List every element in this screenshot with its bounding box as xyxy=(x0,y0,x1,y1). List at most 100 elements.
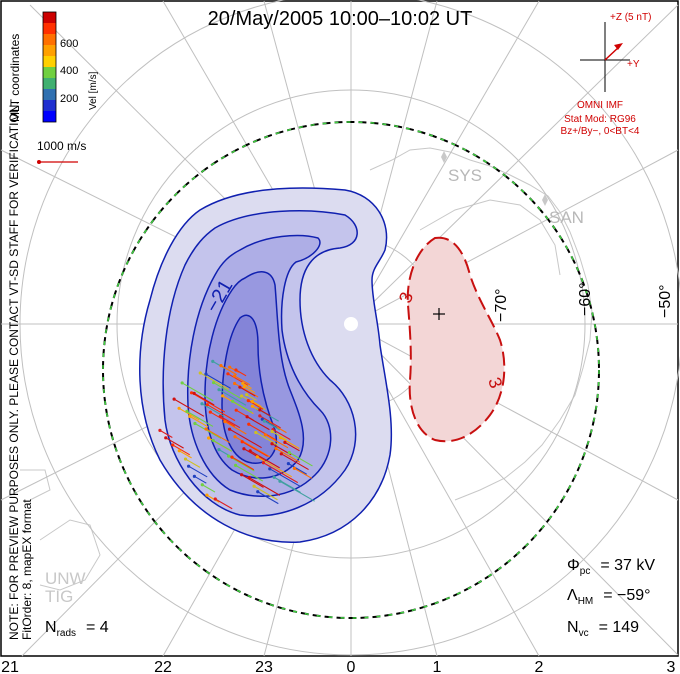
velocity-vector-origin xyxy=(217,447,221,452)
velocity-vector-origin xyxy=(255,455,259,459)
velocity-vector xyxy=(257,456,293,478)
velocity-vector-origin xyxy=(180,381,184,385)
velocity-vector xyxy=(249,450,280,469)
velocity-vector-origin xyxy=(283,440,287,444)
velocity-vector xyxy=(235,369,247,377)
negative-cell xyxy=(139,187,393,543)
velocity-vector xyxy=(271,431,288,441)
velocity-vector xyxy=(232,400,253,413)
velocity-vector xyxy=(206,494,220,503)
velocity-vector-origin xyxy=(208,410,212,414)
velocity-vector xyxy=(241,441,269,457)
preview-note: NOTE: FOR PREVIEW PURPOSES ONLY. PLEASE … xyxy=(7,101,21,640)
stat-n-rads: Nrads = 4 xyxy=(45,619,109,639)
velocity-vector-origin xyxy=(158,428,162,432)
velocity-vector-origin xyxy=(242,447,246,451)
velocity-vector xyxy=(210,411,236,427)
velocity-vector-origin xyxy=(200,402,204,406)
colorbar-tick-400: 400 xyxy=(60,65,78,77)
vector-scale-dot xyxy=(37,160,41,164)
velocity-vector-origin xyxy=(261,461,266,465)
imf-clock xyxy=(580,22,630,92)
imf-stat-mod: Stat Mod: RG96 xyxy=(564,114,636,125)
mlt-label-23: 23 xyxy=(255,659,273,674)
velocity-vector-origin xyxy=(240,473,244,477)
velocity-vector xyxy=(280,437,300,449)
velocity-vector xyxy=(248,477,281,496)
velocity-vector-origin xyxy=(241,381,245,386)
velocity-vector-origin xyxy=(260,417,264,421)
velocity-vector-origin xyxy=(219,363,223,368)
imf-y-axis: +Y xyxy=(627,59,640,70)
velocity-vector xyxy=(202,484,216,493)
velocity-vector xyxy=(212,439,233,452)
velocity-vector xyxy=(269,468,301,488)
velocity-vector-origin xyxy=(287,450,291,455)
velocity-vector xyxy=(173,398,205,417)
velocity-vector-origin xyxy=(192,391,196,396)
velocity-vector-origin xyxy=(234,368,238,372)
velocity-vector-origin xyxy=(185,409,189,414)
velocity-vector xyxy=(281,453,309,471)
velocity-vector xyxy=(228,455,255,472)
velocity-vector-origin xyxy=(183,457,188,461)
imf-scale: +Z (5 nT) xyxy=(610,12,651,23)
velocity-vector xyxy=(265,434,289,449)
velocity-vector xyxy=(159,429,173,438)
velocity-vector xyxy=(193,392,215,406)
velocity-vector-origin xyxy=(218,414,222,418)
lat-label-60: −60° xyxy=(577,282,594,316)
plot-frame xyxy=(0,0,679,657)
velocity-vector-origin xyxy=(233,381,237,386)
velocity-vector xyxy=(205,373,231,389)
svg-text:Φpc= 37 kV: Φpc = 37 kV xyxy=(567,557,655,577)
hmb-boundary-overlay xyxy=(102,121,600,619)
velocity-vector xyxy=(172,444,191,456)
velocity-vector-origin xyxy=(258,414,262,418)
velocity-vector-origin xyxy=(217,388,221,392)
velocity-vector-origin xyxy=(211,438,215,443)
velocity-vector-origin xyxy=(204,372,208,376)
velocity-vector xyxy=(234,382,259,398)
velocity-vector-origin xyxy=(278,479,282,483)
velocity-vector-origin xyxy=(227,427,232,431)
velocity-vector-origin xyxy=(230,455,234,459)
velocity-vector xyxy=(186,410,214,427)
station-unw: UNW xyxy=(45,569,86,588)
velocity-vector xyxy=(241,395,266,411)
velocity-vector-origin xyxy=(207,436,211,440)
velocity-vector xyxy=(253,485,278,501)
velocity-vector-origin xyxy=(211,381,216,385)
velocity-vector-origin xyxy=(234,463,238,467)
station-sys: SYS xyxy=(448,166,482,185)
velocity-vector xyxy=(194,475,207,484)
velocity-vector-origin xyxy=(252,484,256,488)
velocity-vector xyxy=(248,423,277,441)
velocity-vector xyxy=(234,436,271,458)
velocity-vector-origin xyxy=(233,435,237,439)
station-tig: TIG xyxy=(45,587,73,606)
velocity-vector-origin xyxy=(245,415,249,419)
plot-title: 20/May/2005 10:00–10:02 UT xyxy=(208,8,473,30)
velocity-vector-origin xyxy=(198,371,202,375)
vector-scale-label: 1000 m/s xyxy=(37,139,86,153)
velocity-vector xyxy=(284,441,300,452)
imf-condition: Bz+/By−, 0<BT<4 xyxy=(561,126,640,137)
velocity-vector-origin xyxy=(177,406,181,410)
colorbar-tick-600: 600 xyxy=(60,38,78,50)
velocity-vector-origin xyxy=(228,365,232,369)
lat-label-50: −50° xyxy=(657,284,674,318)
velocity-vector-origin xyxy=(232,374,237,378)
velocity-vector xyxy=(178,407,200,421)
velocity-vector xyxy=(194,422,222,439)
velocity-vector-origin xyxy=(254,430,258,435)
velocity-vector-origin xyxy=(164,436,168,440)
velocity-vector-origin xyxy=(248,449,252,453)
velocity-vector-origin xyxy=(234,408,238,412)
velocity-vector-origin xyxy=(205,493,209,497)
velocity-vector-origin xyxy=(263,433,267,437)
velocity-vector-origin xyxy=(211,359,215,363)
velocity-vector-origin xyxy=(240,394,244,398)
velocity-vector-origin xyxy=(258,408,262,412)
stat-n-vc: Nvc = 149 xyxy=(567,619,639,639)
